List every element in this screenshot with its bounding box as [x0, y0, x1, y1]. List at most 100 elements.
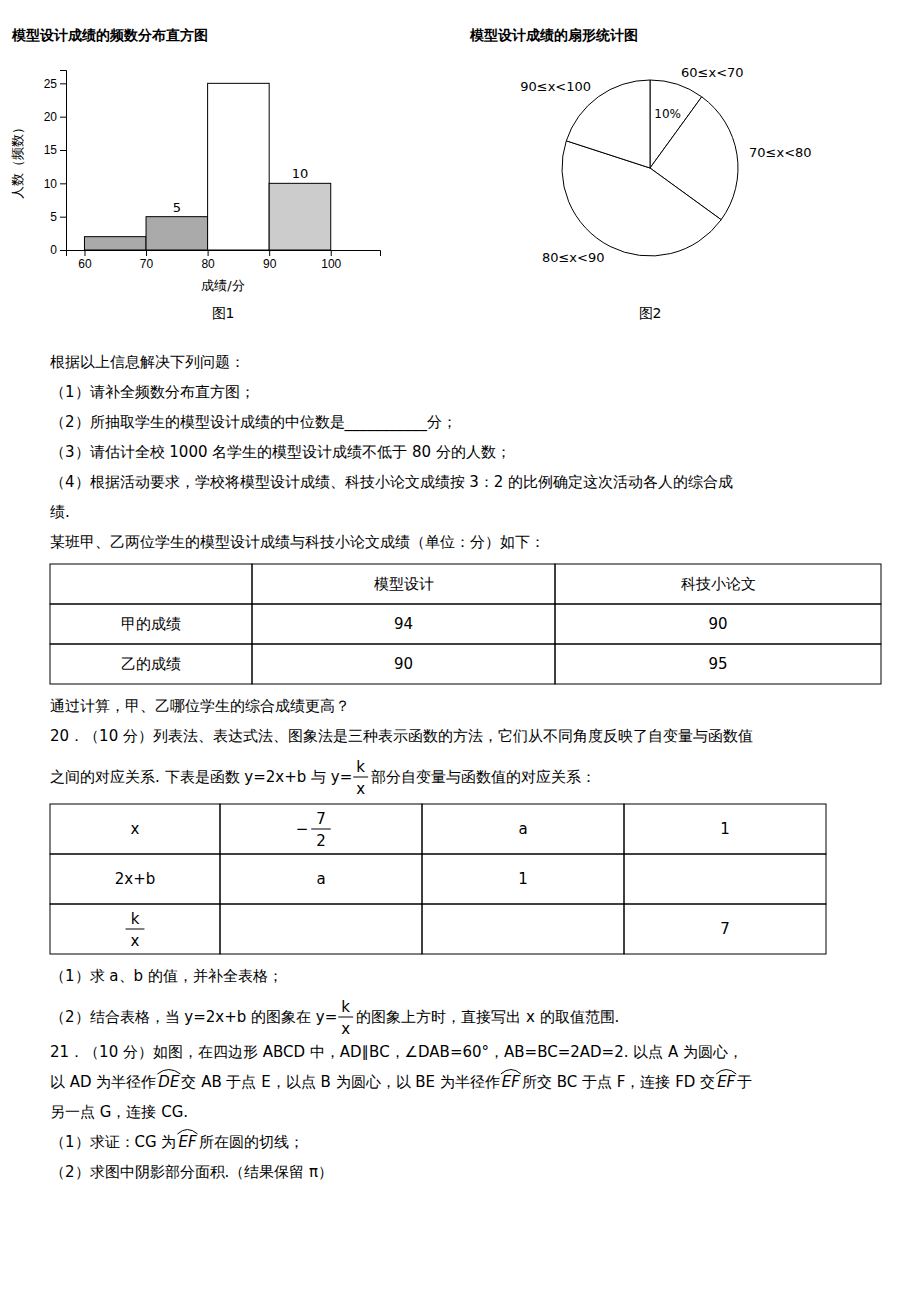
category-label: 90≤x<100 — [520, 79, 591, 94]
y-tick-mark — [60, 117, 66, 118]
table-cell — [50, 604, 252, 644]
table-cell — [50, 644, 252, 684]
page: 607080901000510152025510成绩/分人数（频数）模型设计成绩… — [0, 0, 919, 1302]
x-tick-label: 90 — [263, 257, 277, 271]
y-tick-label: 25 — [44, 77, 58, 91]
table-cell-text: 模型设计 — [374, 575, 434, 593]
table-cell — [50, 804, 220, 854]
category-label: 70≤x<80 — [749, 145, 812, 160]
page-background — [0, 0, 919, 1302]
table-cell — [252, 644, 555, 684]
table-cell-text: x — [131, 820, 140, 838]
x-tick-mark — [269, 250, 270, 256]
table-cell — [220, 904, 422, 954]
y-tick-mark — [60, 150, 66, 151]
y-tick: 10 — [44, 177, 66, 191]
table-cell — [50, 854, 220, 904]
chart-title: 模型设计成绩的扇形统计图 — [469, 27, 638, 43]
table-cell — [220, 804, 422, 854]
body-line: 另一点 G，连接 CG. — [50, 1103, 188, 1121]
table-cell — [422, 904, 624, 954]
table-cell — [50, 564, 252, 604]
y-axis-line — [60, 71, 67, 251]
category-label: 80≤x<90 — [542, 250, 605, 265]
x-axis: 60708090100 — [67, 250, 381, 271]
y-tick-label: 0 — [50, 243, 57, 257]
x-tick-label: 60 — [78, 257, 92, 271]
table-cell-text: 乙的成绩 — [121, 655, 181, 673]
caption: 图1 — [212, 305, 235, 321]
body-segment: 交 AB 于点 E，以点 B 为圆心，以 BE 为半径作 — [181, 1073, 499, 1091]
table-cell — [50, 904, 220, 954]
y-tick-label: 15 — [44, 143, 58, 157]
data-label: 5 — [173, 200, 181, 215]
table: 模型设计科技小论文甲的成绩9490乙的成绩9095 — [50, 564, 881, 684]
y-tick: 5 — [50, 210, 66, 224]
x-tick: 100 — [321, 250, 341, 271]
fraction-bar — [338, 1017, 353, 1018]
data-label: 10 — [292, 166, 309, 181]
fraction-denominator: x — [356, 780, 365, 798]
arc-label: EF — [717, 1073, 735, 1091]
bar — [269, 183, 331, 250]
arc-label: EF — [178, 1133, 196, 1151]
arc-symbol — [501, 1070, 521, 1075]
bars — [84, 83, 330, 250]
x-axis-line — [67, 251, 381, 257]
body-line: 21．（10 分）如图，在四边形 ABCD 中，AD∥BC，∠DAB=60°，A… — [50, 1043, 743, 1061]
x-tick-mark — [331, 250, 332, 256]
x-tick-label: 70 — [140, 257, 154, 271]
caption: 图2 — [639, 305, 662, 321]
histogram: 607080901000510152025510成绩/分人数（频数） — [10, 71, 381, 294]
body-line: （4）根据活动要求，学校将模型设计成绩、科技小论文成绩按 3：2 的比例确定这次… — [50, 473, 733, 491]
body-segment: 所交 BC 于点 F，连接 FD 交 — [522, 1073, 715, 1091]
body-segment: 部分自变量与函数值的对应关系： — [371, 768, 596, 786]
y-tick-mark — [60, 217, 66, 218]
pie: 60≤x<7010%70≤x<8080≤x<9090≤x<100 — [520, 65, 811, 265]
y-tick-label: 5 — [50, 210, 57, 224]
bar — [208, 83, 270, 250]
x-tick: 90 — [263, 250, 277, 271]
x-axis-title: 成绩/分 — [201, 278, 244, 293]
body-segment: 于 — [737, 1073, 752, 1091]
y-tick: 15 — [44, 143, 66, 157]
fraction-denominator: x — [341, 1020, 350, 1038]
text-body: 根据以上信息解决下列问题：（1）请补全频数分布直方图；（2）所抽取学生的模型设计… — [50, 353, 881, 1181]
table-cell — [555, 644, 881, 684]
table-cell-text: a — [316, 870, 325, 888]
table-cell-text: 1 — [720, 820, 730, 838]
body-segment: 之间的对应关系. 下表是函数 y=2x+b 与 y= — [50, 768, 352, 786]
table-cell — [422, 854, 624, 904]
table-cell — [624, 804, 826, 854]
fraction-numerator: k — [341, 998, 350, 1016]
fraction-denominator: 2 — [316, 832, 326, 850]
body-segment: 的图象上方时，直接写出 x 的取值范围. — [356, 1008, 619, 1026]
table-cell-text: a — [518, 820, 527, 838]
table-cell — [624, 904, 826, 954]
fraction-numerator: 7 — [316, 810, 326, 828]
x-tick-mark — [208, 250, 209, 256]
chart-title: 模型设计成绩的频数分布直方图 — [11, 27, 208, 43]
arc-symbol — [157, 1070, 180, 1075]
body-line: （1）求 a、b 的值，并补全表格； — [50, 967, 283, 985]
table-cell — [555, 564, 881, 604]
y-axis: 0 5 10 15 20 25 — [44, 71, 67, 258]
body-line: 以 AD 为半径作DE交 AB 于点 E，以点 B 为圆心，以 BE 为半径作E… — [50, 1070, 752, 1092]
y-tick: 25 — [44, 77, 66, 91]
arc-symbol — [177, 1130, 197, 1135]
body-segment: 所在圆的切线； — [199, 1133, 304, 1151]
y-tick-label: 10 — [44, 177, 58, 191]
y-tick-label: 20 — [44, 110, 58, 124]
body-line: （2）所抽取学生的模型设计成绩的中位数是___________分； — [50, 413, 457, 432]
data-label: 10% — [654, 107, 681, 121]
body-line: 之间的对应关系. 下表是函数 y=2x+b 与 y=kx部分自变量与函数值的对应… — [50, 758, 596, 798]
body-line: （3）请估计全校 1000 名学生的模型设计成绩不低于 80 分的人数； — [50, 443, 511, 461]
fraction-numerator: k — [131, 910, 140, 928]
table-cell-text: 95 — [708, 655, 727, 673]
fraction-bar — [311, 829, 331, 830]
body-line: 通过计算，甲、乙哪位学生的综合成绩更高？ — [50, 697, 350, 715]
table-cell-text: 7 — [720, 920, 730, 938]
body-line: 绩. — [50, 503, 70, 521]
x-tick-mark — [146, 250, 147, 256]
table-cell — [624, 854, 826, 904]
